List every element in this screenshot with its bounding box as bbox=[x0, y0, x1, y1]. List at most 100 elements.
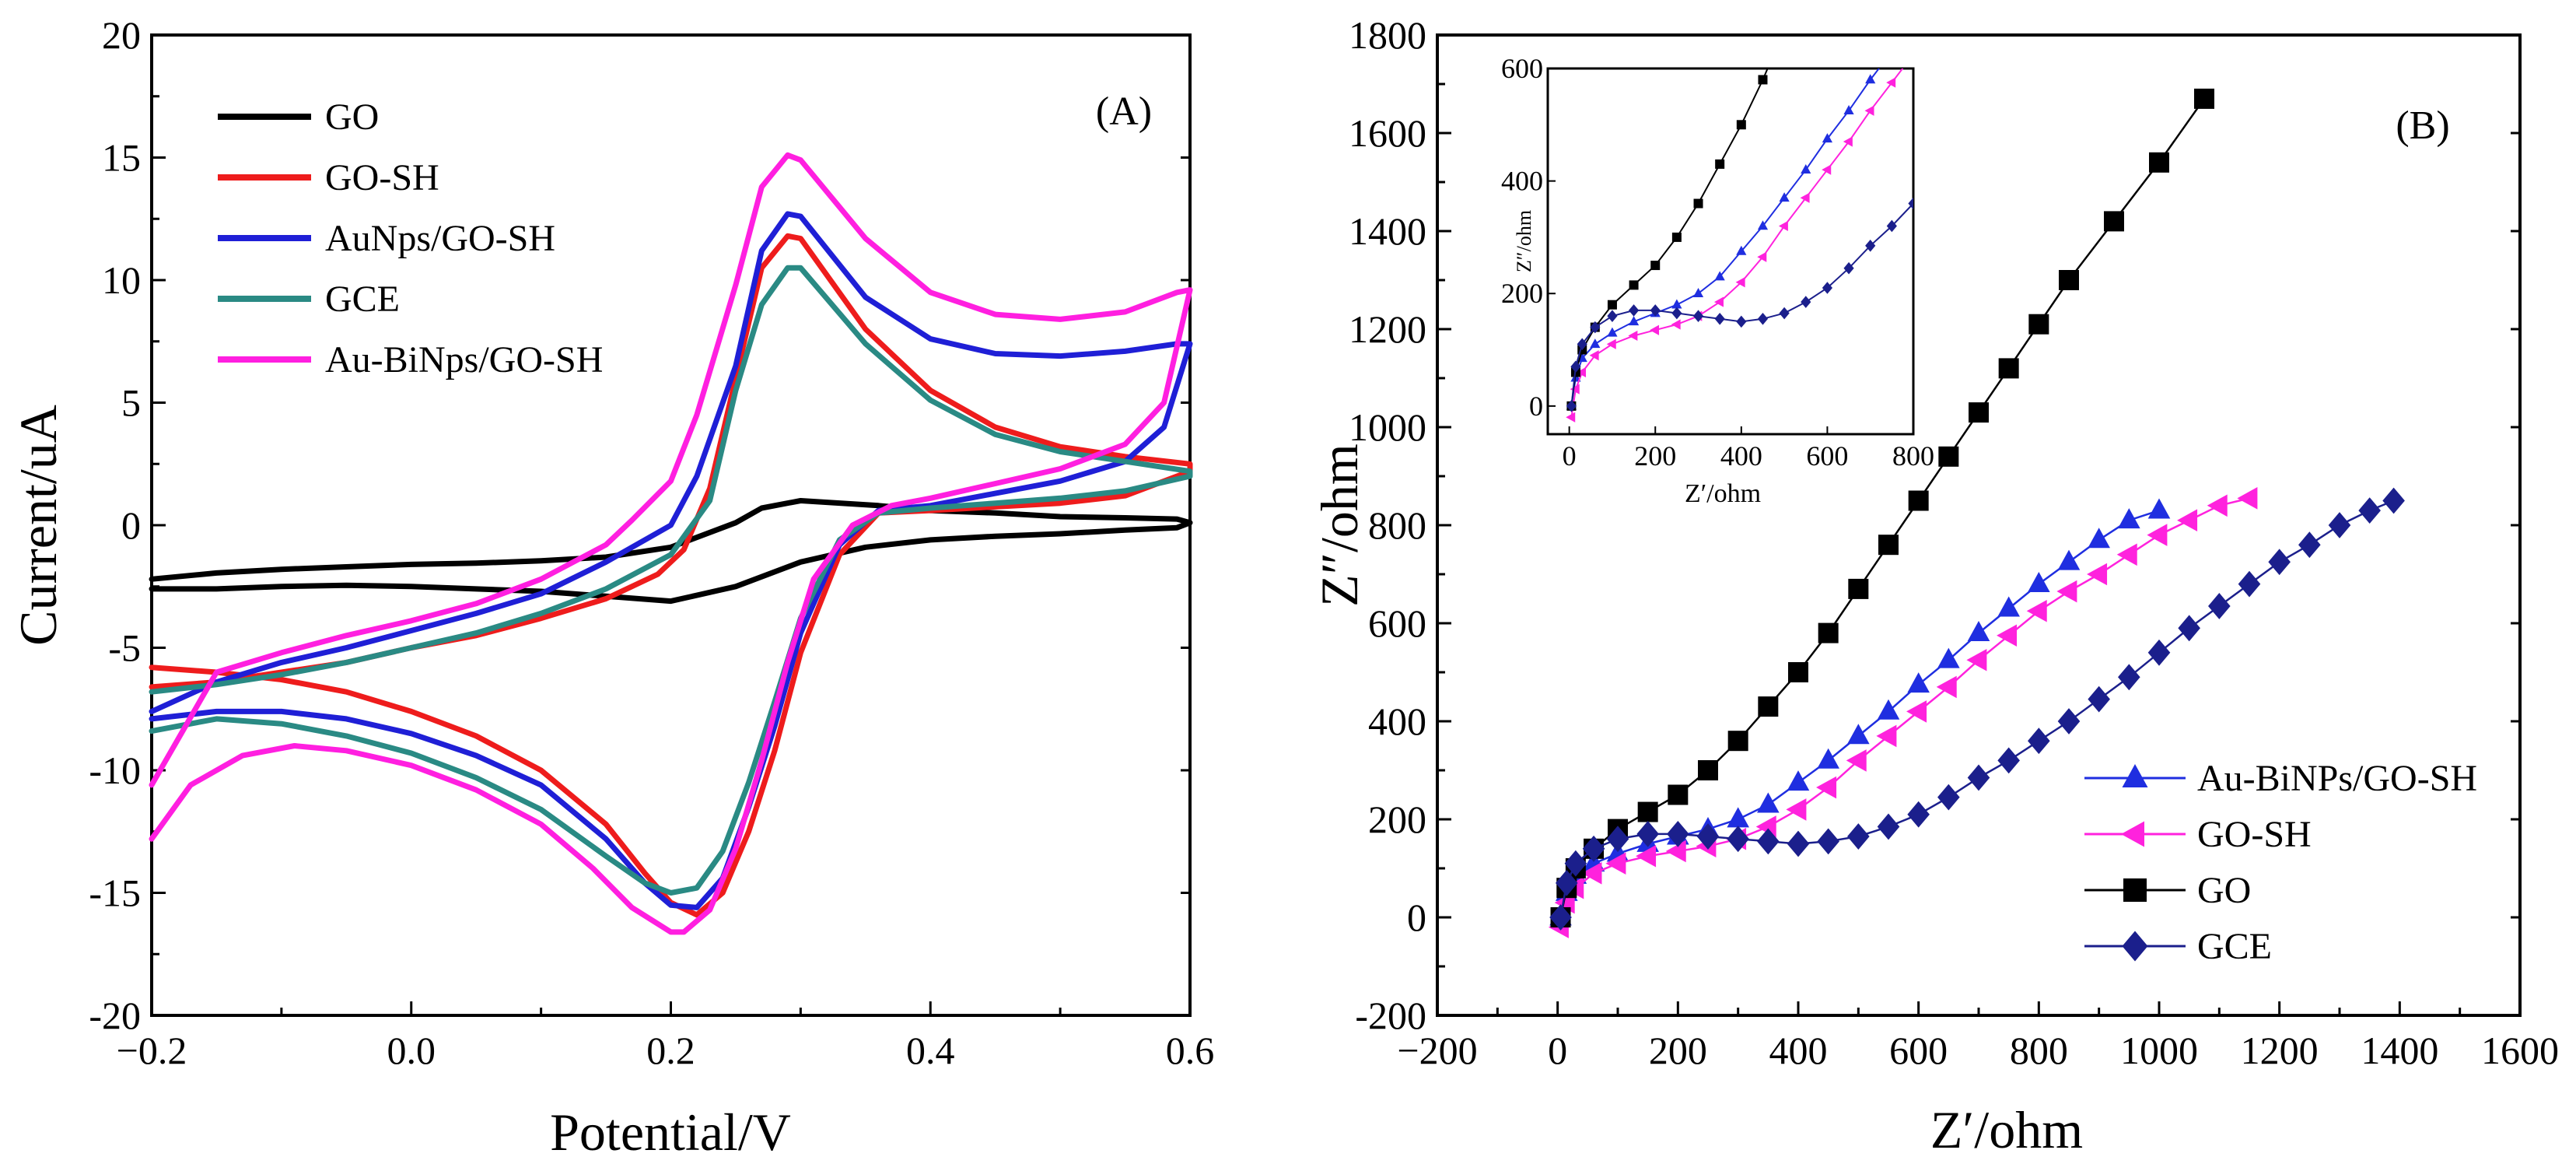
inset-background bbox=[1524, 68, 1913, 438]
panel-b-x-axis-label: Z′/ohm bbox=[1930, 1100, 2083, 1159]
panel-b-point-gce bbox=[1877, 813, 1900, 840]
panel-b-point-go-sh bbox=[1876, 724, 1897, 748]
inset-point-go-sh bbox=[1886, 77, 1896, 88]
panel-a-y-tick-label: 20 bbox=[102, 13, 141, 57]
legend-label-gce: GCE bbox=[2197, 926, 2272, 967]
panel-b-point-au-binps-go-sh bbox=[1907, 672, 1930, 693]
panel-a-x-tick-label: −0.2 bbox=[117, 1029, 187, 1072]
legend-marker-au-binps-go-sh bbox=[2122, 764, 2148, 787]
panel-b-point-go-sh bbox=[1846, 749, 1867, 772]
inset-point-go-sh bbox=[1577, 366, 1587, 378]
panel-b-point-au-binps-go-sh bbox=[2118, 508, 2140, 529]
inset-point-gce bbox=[1671, 307, 1682, 320]
inset-point-go bbox=[1650, 261, 1661, 271]
inset-point-gce bbox=[1650, 304, 1661, 317]
inset-x-tick-label: 800 bbox=[1892, 440, 1934, 472]
legend-label-go: GO bbox=[325, 96, 379, 138]
panel-b-x-tick-label: −200 bbox=[1397, 1029, 1477, 1072]
inset-point-au-binps-go-sh bbox=[1801, 163, 1811, 174]
panel-b-point-go-sh bbox=[1636, 844, 1657, 868]
panel-b-point-gce bbox=[1727, 826, 1749, 853]
inset-point-gce bbox=[1570, 360, 1581, 373]
panel-a-series-aunps-go-sh bbox=[149, 211, 1193, 910]
inset-plot-area bbox=[1566, 0, 2091, 422]
panel-b-point-au-binps-go-sh bbox=[1847, 724, 1870, 745]
panel-b-point-gce bbox=[1564, 850, 1587, 877]
panel-b-point-gce bbox=[2208, 593, 2231, 619]
inset-point-gce bbox=[1577, 338, 1587, 351]
inset-x-tick-label: 200 bbox=[1634, 440, 1676, 472]
inset-x-tick-label: 600 bbox=[1806, 440, 1848, 472]
panel-b-point-gce bbox=[1696, 823, 1720, 850]
panel-b-x-tick-label: 400 bbox=[1769, 1029, 1828, 1072]
panel-a-y-axis-label: Current/uA bbox=[9, 405, 68, 646]
inset-x-tick-label: 400 bbox=[1720, 440, 1762, 472]
inset-point-go bbox=[1607, 300, 1617, 310]
panel-a-ticks: −0.2 0.0 0.2 0.4 0.6 -20 -15 -10 -5 0 5 10 15 20 bbox=[89, 13, 1214, 1072]
panel-b-point-go bbox=[1818, 622, 1839, 643]
panel-b-point-gce bbox=[2028, 727, 2050, 755]
panel-b-point-gce bbox=[2358, 497, 2381, 524]
panel-b-y-tick-label: -200 bbox=[1355, 994, 1426, 1037]
inset-point-gce bbox=[1779, 307, 1790, 320]
panel-a-x-axis-label: Potential/V bbox=[550, 1103, 791, 1162]
panel-b-y-tick-label: 1200 bbox=[1349, 307, 1426, 351]
panel-b-point-go bbox=[2028, 314, 2049, 335]
panel-b-line-go-sh bbox=[1559, 497, 2250, 927]
inset-point-au-binps-go-sh bbox=[1714, 271, 1725, 281]
inset-point-go-sh bbox=[1570, 384, 1580, 394]
inset-plot-frame bbox=[1546, 67, 1915, 436]
panel-a-series-go bbox=[149, 498, 1193, 605]
panel-b-point-gce bbox=[2147, 639, 2171, 666]
panel-b-y-tick-label: 1600 bbox=[1349, 111, 1426, 155]
inset-point-go-sh bbox=[1951, 7, 1960, 17]
inset-point-gce bbox=[1566, 400, 1577, 412]
panel-b-point-go-sh bbox=[1665, 840, 1686, 863]
legend-label-au-binps-go-sh: Au-BiNPs/GO-SH bbox=[2197, 758, 2477, 799]
panel-a-tag: (A) bbox=[1096, 89, 1152, 134]
inset-point-gce bbox=[1951, 149, 1962, 162]
panel-b-point-au-binps-go-sh bbox=[2057, 549, 2081, 570]
inset-point-go bbox=[1780, 24, 1789, 33]
panel-b-y-tick-label: 0 bbox=[1407, 896, 1426, 939]
inset-point-au-binps-go-sh bbox=[1887, 46, 1897, 55]
legend-marker-go-sh bbox=[2121, 821, 2144, 847]
panel-b-x-tick-label: 1400 bbox=[2361, 1029, 2438, 1072]
inset-point-go-sh bbox=[1671, 319, 1681, 330]
inset-point-gce bbox=[1714, 312, 1725, 325]
inset-point-au-binps-go-sh bbox=[1607, 327, 1618, 337]
panel-b-point-go bbox=[1788, 662, 1808, 682]
panel-a-y-tick-label: -20 bbox=[89, 994, 141, 1037]
inset-point-go-sh bbox=[1778, 220, 1788, 232]
panel-b-point-go-sh bbox=[1605, 852, 1626, 875]
inset-y-tick-label: 200 bbox=[1501, 278, 1543, 309]
panel-b-point-gce bbox=[2057, 708, 2081, 735]
inset-point-gce bbox=[1930, 175, 1940, 188]
panel-b-point-gce bbox=[1787, 830, 1810, 857]
panel-b-y-tick-label: 800 bbox=[1368, 503, 1426, 547]
panel-b-point-gce bbox=[1757, 828, 1780, 855]
inset-point-go bbox=[1736, 120, 1746, 130]
inset-point-gce bbox=[2081, 0, 2091, 4]
inset-y-tick-label: 0 bbox=[1529, 391, 1543, 422]
inset-point-go-sh bbox=[1908, 49, 1917, 59]
panel-b-point-go bbox=[1637, 801, 1658, 822]
panel-b-point-gce bbox=[2118, 664, 2140, 691]
inset-point-go-sh bbox=[1864, 105, 1874, 116]
panel-b-point-gce bbox=[2328, 512, 2351, 538]
panel-b-point-go bbox=[2149, 152, 2169, 173]
inset-point-go-sh bbox=[1800, 192, 1810, 203]
legend-label-go-sh: GO-SH bbox=[2197, 814, 2312, 855]
panel-a-x-tick-label: 0.4 bbox=[906, 1029, 955, 1072]
inset-ticks: 0 200 400 600 800 0 200 400 600 bbox=[1501, 53, 1934, 472]
inset-point-gce bbox=[2016, 68, 2026, 80]
panel-a-series-au-binps-go-sh bbox=[149, 152, 1193, 935]
panel-b-point-go bbox=[1848, 578, 1869, 599]
panel-b-point-gce bbox=[1907, 801, 1930, 828]
panel-b-point-go-sh bbox=[2207, 494, 2228, 517]
panel-b-point-go-sh bbox=[1816, 776, 1837, 799]
panel-b-point-au-binps-go-sh bbox=[1937, 647, 1960, 668]
inset-point-go-sh bbox=[1735, 277, 1745, 288]
inset-point-gce bbox=[1886, 219, 1897, 233]
